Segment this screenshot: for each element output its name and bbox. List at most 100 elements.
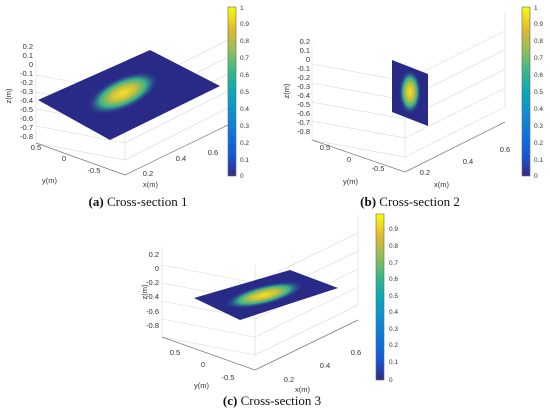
panel-c-y-ticks: 0.5 0 -0.5 [170,348,235,382]
x-tick: 0.6 [351,348,361,357]
colorbar-tick: 1 [534,5,538,12]
z-tick: 0.1 [23,51,33,60]
panel-c-hotspot [225,281,303,309]
colorbar-tick: 0.4 [240,106,249,113]
colorbar-tick: 0.1 [534,157,543,164]
z-tick: 0 [155,264,159,273]
y-tick: -0.5 [222,373,235,382]
x-tick: 0.4 [320,361,330,370]
panel-c-z-ticks: 0.2 0 -0.2 -0.4 -0.6 -0.8 [146,250,159,330]
panel-c-y-label: y(m) [194,381,209,390]
colorbar-tick: 0.7 [240,55,249,62]
z-tick: -0.6 [146,307,159,316]
x-tick: 0.6 [500,145,510,154]
y-tick: 0.5 [31,143,41,152]
panel-a-y-ticks: 0.5 0 -0.5 [31,143,101,175]
panel-b-y-label: y(m) [343,177,358,186]
panel-a-z-label: z(m) [4,88,13,103]
panel-a-caption: (a) Cross-section 1 [89,194,188,209]
z-tick: -0.4 [146,292,159,301]
z-tick: -0.7 [20,123,33,132]
colorbar-tick: 0.5 [240,89,249,96]
panel-b-caption: (b) Cross-section 2 [360,194,460,209]
z-tick: -0.8 [146,321,159,330]
colorbar-tick: 0.5 [534,89,543,96]
x-tick: 0.2 [284,375,294,384]
colorbar-tick: 0.5 [389,293,398,300]
z-tick: -0.8 [20,132,33,141]
colorbar-tick: 0 [389,377,393,384]
y-tick: -0.5 [88,166,101,175]
panel-c-z-label: z(m) [140,284,149,299]
colorbar-tick: 0.4 [389,309,398,316]
z-tick: -0.2 [297,73,310,82]
y-tick: 0.5 [320,143,330,152]
colorbar-tick: 0.3 [389,326,398,333]
x-tick: 0.4 [176,154,186,163]
z-tick: -0.2 [146,278,159,287]
panel-a-colorbar: 1 0.9 0.8 0.7 0.6 0.5 0.4 0.3 0.2 0.1 0 [227,5,249,180]
panel-a-x-ticks: 0.2 0.4 0.6 [143,148,218,178]
x-tick: 0.6 [208,148,218,157]
colorbar-tick: 0.8 [534,38,543,45]
y-tick: 0 [201,360,205,369]
panel-a-x-label: x(m) [143,180,158,189]
x-tick: 0.2 [143,169,153,178]
z-tick: 0 [306,55,310,64]
panel-c-colorbar: 0.9 0.8 0.7 0.6 0.5 0.4 0.3 0.2 0.1 0 [375,213,398,384]
y-tick: 0 [62,154,66,163]
colorbar-tick: 0.7 [389,260,398,267]
colorbar-tick: 0 [534,173,538,180]
panel-b-z-ticks: 0.2 0.1 0 -0.1 -0.2 -0.3 -0.4 -0.5 -0.6 … [297,37,310,136]
colorbar-gradient [522,7,530,176]
panel-b-z-label: z(m) [282,83,291,98]
panel-a-y-label: y(m) [42,176,57,185]
z-tick: -0.5 [20,105,33,114]
colorbar-tick: 0.3 [240,123,249,130]
panel-a: 0.2 0.1 0 -0.1 -0.2 -0.3 -0.4 -0.5 -0.6 … [4,5,249,209]
z-tick: 0 [29,60,33,69]
colorbar-tick: 0.6 [389,276,398,283]
z-tick: -0.5 [297,100,310,109]
z-tick: -0.1 [20,69,33,78]
panel-b-x-label: x(m) [434,180,449,189]
panel-c-x-ticks: 0.2 0.4 0.6 [284,348,361,384]
panel-b: 0.2 0.1 0 -0.1 -0.2 -0.3 -0.4 -0.5 -0.6 … [282,5,543,209]
colorbar-gradient [228,7,236,176]
z-tick: -0.7 [297,118,310,127]
colorbar-tick: 0.6 [240,72,249,79]
colorbar-tick: 0.6 [534,72,543,79]
colorbar-gradient [376,214,384,380]
colorbar-tick: 0.8 [389,243,398,250]
panel-c-caption: (c) Cross-section 3 [223,393,321,408]
z-tick: 0.2 [300,37,310,46]
y-tick: -0.5 [372,164,385,173]
colorbar-tick: 0.2 [240,140,249,147]
z-tick: -0.6 [20,114,33,123]
colorbar-tick: 0.2 [389,342,398,349]
z-tick: -0.6 [297,109,310,118]
panel-b-colorbar: 1 0.9 0.8 0.7 0.6 0.5 0.4 0.3 0.2 0.1 0 [521,5,543,180]
colorbar-tick: 0.7 [534,55,543,62]
z-tick: -0.2 [20,78,33,87]
colorbar-tick: 0.9 [240,21,249,28]
colorbar-tick: 0.9 [389,226,398,233]
colorbar-tick: 0.2 [534,140,543,147]
colorbar-tick: 0.8 [240,38,249,45]
z-tick: -0.4 [297,91,310,100]
panel-b-x-ticks: 0.2 0.4 0.6 [420,145,510,177]
colorbar-tick: 0.4 [534,106,543,113]
colorbar-tick: 0.3 [534,123,543,130]
z-tick: 0.2 [149,250,159,259]
colorbar-tick: 1 [240,5,244,12]
colorbar-tick: 0.9 [534,21,543,28]
panel-c-x-label: x(m) [295,385,310,394]
panel-b-hotspot [399,70,421,114]
z-tick: -0.3 [20,87,33,96]
colorbar-tick: 0.1 [240,157,249,164]
y-tick: 0 [347,155,351,164]
z-tick: 0.2 [23,42,33,51]
y-tick: 0.5 [170,348,180,357]
x-tick: 0.2 [420,168,430,177]
